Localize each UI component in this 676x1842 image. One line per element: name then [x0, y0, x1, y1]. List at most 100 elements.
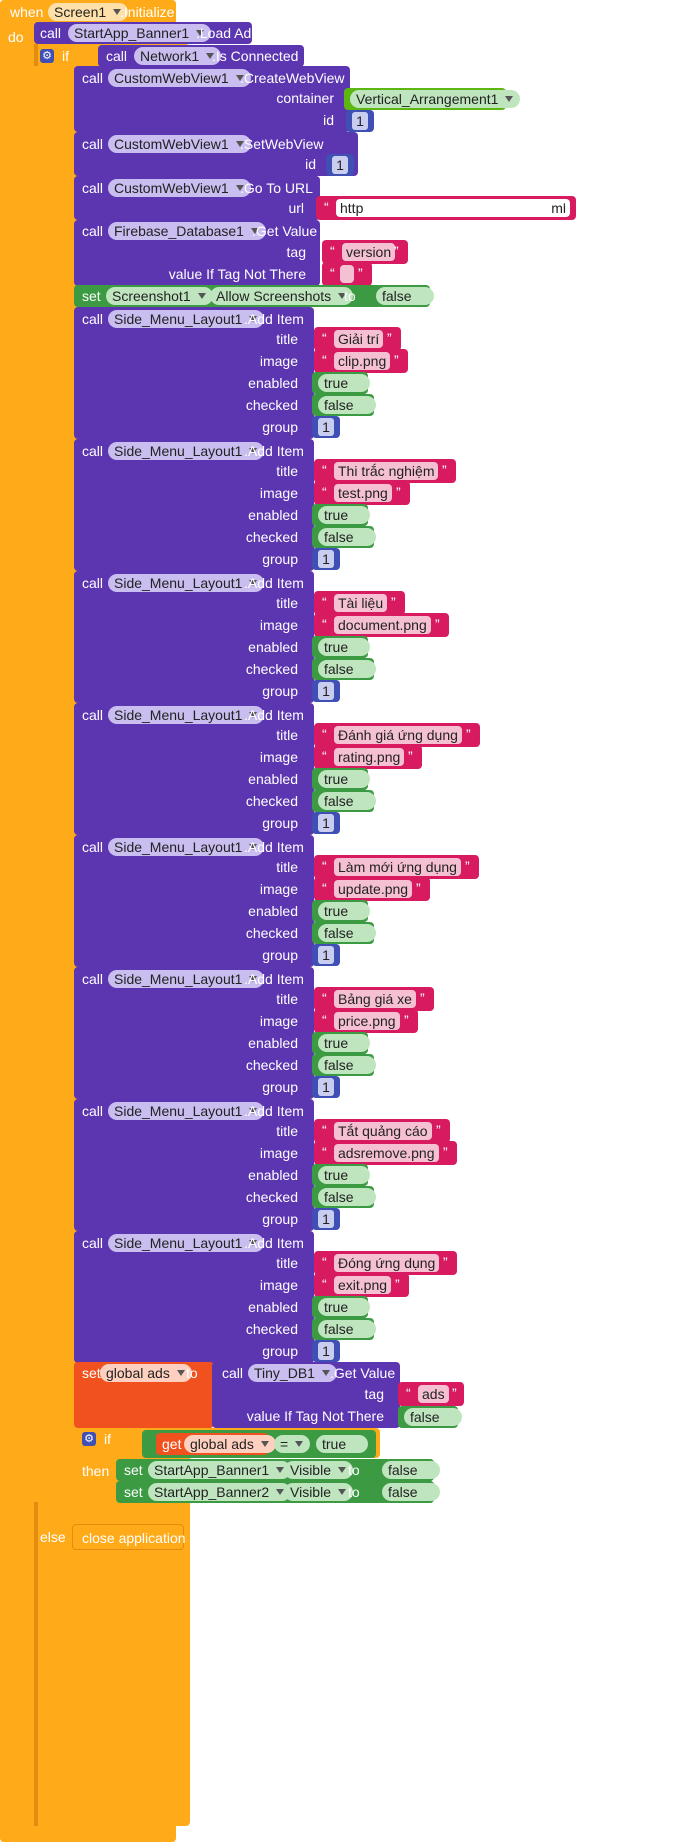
customwebview1-dropdown[interactable]: CustomWebView1: [108, 69, 251, 87]
customwebview1-dropdown[interactable]: CustomWebView1: [108, 179, 251, 197]
tag-value[interactable]: version: [342, 243, 396, 261]
menu-image-value[interactable]: update.png: [334, 880, 413, 898]
global-ads-dropdown[interactable]: global ads: [184, 1435, 276, 1453]
url-string-block[interactable]: “ http ml ”: [316, 196, 576, 220]
false-boolean-block[interactable]: false: [312, 526, 376, 548]
true-boolean-block[interactable]: true: [312, 636, 371, 658]
group-number-block[interactable]: 1: [312, 944, 340, 966]
close-application-block[interactable]: [72, 1524, 184, 1550]
menu-title-value[interactable]: Tắt quảng cáo: [334, 1122, 432, 1140]
add-menu-item-block[interactable]: [74, 835, 314, 967]
add-menu-item-block[interactable]: [74, 1231, 314, 1363]
image-string-block[interactable]: “ document.png ”: [314, 613, 449, 637]
side-menu-layout1-dropdown[interactable]: Side_Menu_Layout1: [108, 970, 265, 988]
false-boolean-block[interactable]: false: [376, 1481, 440, 1503]
false-boolean-block[interactable]: false: [370, 285, 434, 307]
vertical-arrangement1-dropdown[interactable]: Vertical_Arrangement1: [350, 90, 521, 108]
menu-image-value[interactable]: price.png: [334, 1012, 400, 1030]
side-menu-layout1-dropdown[interactable]: Side_Menu_Layout1: [108, 706, 265, 724]
true-boolean-block[interactable]: true: [312, 768, 371, 790]
gear-icon[interactable]: ⚙: [40, 49, 54, 63]
menu-image-value[interactable]: test.png: [334, 484, 392, 502]
menu-image-value[interactable]: clip.png: [334, 352, 391, 370]
false-boolean-block[interactable]: false: [376, 1459, 440, 1481]
true-boolean-block[interactable]: true: [312, 1032, 371, 1054]
customwebview1-dropdown[interactable]: CustomWebView1: [108, 135, 251, 153]
group-number-block[interactable]: 1: [312, 1076, 340, 1098]
false-boolean-block[interactable]: false: [312, 1054, 376, 1076]
add-menu-item-block[interactable]: [74, 307, 314, 439]
false-boolean-block[interactable]: false: [312, 1186, 376, 1208]
title-string-block[interactable]: “ Thi trắc nghiệm ”: [314, 459, 456, 483]
id-number-block[interactable]: 1: [326, 154, 354, 176]
menu-title-value[interactable]: Tài liệu: [334, 594, 388, 612]
menu-title-value[interactable]: Đóng ứng dụng: [334, 1254, 440, 1272]
screenshot1-dropdown[interactable]: Screenshot1: [106, 287, 213, 305]
group-number-block[interactable]: 1: [312, 548, 340, 570]
image-string-block[interactable]: “ exit.png ”: [314, 1273, 409, 1297]
menu-image-value[interactable]: rating.png: [334, 748, 405, 766]
group-number-block[interactable]: 1: [312, 812, 340, 834]
image-string-block[interactable]: “ update.png ”: [314, 877, 430, 901]
url-value[interactable]: http ml: [336, 199, 570, 217]
title-string-block[interactable]: “ Bảng giá xe ”: [314, 987, 434, 1011]
side-menu-layout1-dropdown[interactable]: Side_Menu_Layout1: [108, 310, 265, 328]
startapp-banner1-dropdown[interactable]: StartApp_Banner1: [68, 24, 212, 42]
title-string-block[interactable]: “ Tài liệu ”: [314, 591, 405, 615]
equals-operator-dropdown[interactable]: =: [274, 1435, 311, 1453]
group-number-block[interactable]: 1: [312, 416, 340, 438]
group-number-block[interactable]: 1: [312, 1340, 340, 1362]
true-boolean-block[interactable]: true: [312, 504, 371, 526]
false-boolean-block[interactable]: false: [312, 790, 376, 812]
title-string-block[interactable]: “ Đánh giá ứng dụng ”: [314, 723, 480, 747]
menu-image-value[interactable]: exit.png: [334, 1276, 392, 1294]
side-menu-layout1-dropdown[interactable]: Side_Menu_Layout1: [108, 1102, 265, 1120]
global-ads-dropdown[interactable]: global ads: [100, 1364, 192, 1382]
image-string-block[interactable]: “ clip.png ”: [314, 349, 408, 373]
firebase-database1-dropdown[interactable]: Firebase_Database1: [108, 222, 266, 240]
menu-title-value[interactable]: Làm mới ứng dụng: [334, 858, 461, 876]
image-string-block[interactable]: “ price.png ”: [314, 1009, 418, 1033]
ads-tag-value[interactable]: ads: [418, 1385, 449, 1403]
ads-tag-string-block[interactable]: “ ads ”: [398, 1382, 464, 1406]
menu-title-value[interactable]: Đánh giá ứng dụng: [334, 726, 462, 744]
tag-string-block[interactable]: “ version ”: [322, 240, 408, 264]
side-menu-layout1-dropdown[interactable]: Side_Menu_Layout1: [108, 574, 265, 592]
false-boolean-block[interactable]: false: [312, 922, 376, 944]
visible-dropdown[interactable]: Visible: [284, 1483, 353, 1501]
true-boolean-block[interactable]: true: [312, 1164, 371, 1186]
add-menu-item-block[interactable]: [74, 703, 314, 835]
menu-title-value[interactable]: Giải trí: [334, 330, 384, 348]
false-boolean-block[interactable]: false: [312, 1318, 376, 1340]
side-menu-layout1-dropdown[interactable]: Side_Menu_Layout1: [108, 838, 265, 856]
image-string-block[interactable]: “ adsremove.png ”: [314, 1141, 457, 1165]
gear-icon[interactable]: ⚙: [82, 1432, 96, 1446]
network1-dropdown[interactable]: Network1: [134, 47, 222, 65]
title-string-block[interactable]: “ Làm mới ứng dụng ”: [314, 855, 479, 879]
screen1-dropdown[interactable]: Screen1: [48, 3, 129, 21]
add-menu-item-block[interactable]: [74, 1099, 314, 1231]
visible-dropdown[interactable]: Visible: [284, 1461, 353, 1479]
true-boolean-block[interactable]: true: [310, 1433, 370, 1455]
group-number-block[interactable]: 1: [312, 680, 340, 702]
true-boolean-block[interactable]: true: [312, 372, 371, 394]
allow-screenshots-dropdown[interactable]: Allow Screenshots: [210, 287, 354, 305]
false-boolean-block[interactable]: false: [312, 658, 376, 680]
menu-title-value[interactable]: Thi trắc nghiệm: [334, 462, 439, 480]
menu-title-value[interactable]: Bảng giá xe: [334, 990, 416, 1008]
menu-image-value[interactable]: adsremove.png: [334, 1144, 439, 1162]
image-string-block[interactable]: “ test.png ”: [314, 481, 410, 505]
menu-image-value[interactable]: document.png: [334, 616, 431, 634]
startapp-banner2-dropdown[interactable]: StartApp_Banner2: [148, 1483, 292, 1501]
add-menu-item-block[interactable]: [74, 967, 314, 1099]
empty-string-block[interactable]: “ ”: [322, 262, 372, 286]
side-menu-layout1-dropdown[interactable]: Side_Menu_Layout1: [108, 1234, 265, 1252]
startapp-banner1-dropdown[interactable]: StartApp_Banner1: [148, 1461, 292, 1479]
id-number-block[interactable]: 1: [346, 110, 374, 132]
true-boolean-block[interactable]: true: [312, 1296, 371, 1318]
add-menu-item-block[interactable]: [74, 439, 314, 571]
false-boolean-block[interactable]: false: [312, 394, 376, 416]
empty-value[interactable]: [340, 265, 354, 283]
true-boolean-block[interactable]: true: [312, 900, 371, 922]
title-string-block[interactable]: “ Đóng ứng dụng ”: [314, 1251, 457, 1275]
